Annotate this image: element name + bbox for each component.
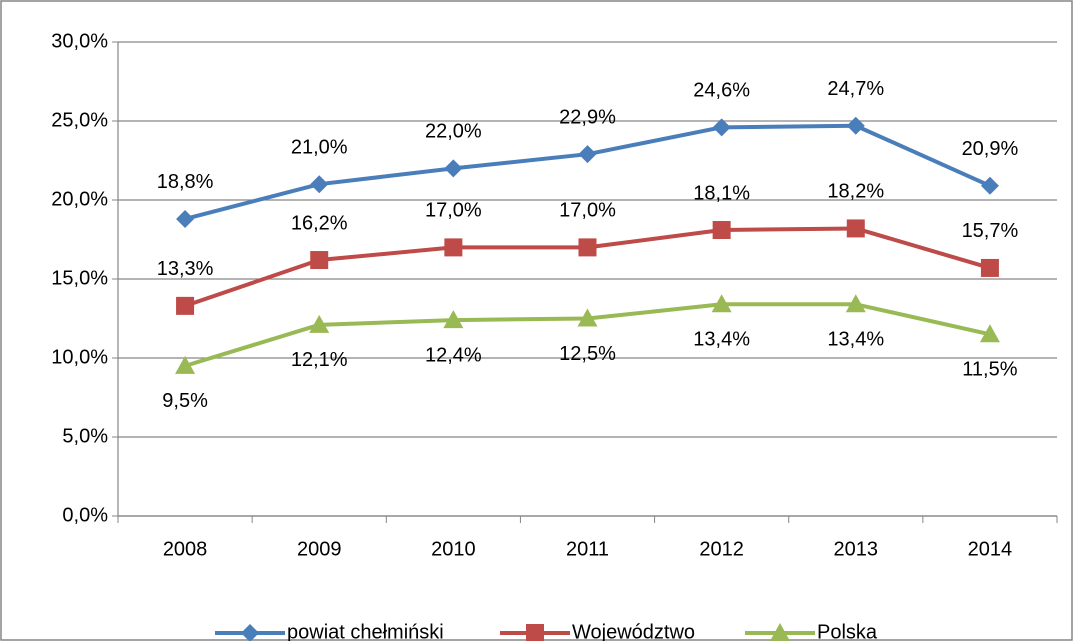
data-label: 11,5% bbox=[962, 359, 1017, 381]
data-label: 18,2% bbox=[827, 181, 884, 203]
legend-marker bbox=[241, 624, 259, 641]
marker bbox=[979, 324, 1000, 343]
data-label: 24,6% bbox=[693, 80, 750, 102]
y-tick-label: 20,0% bbox=[51, 188, 108, 210]
marker bbox=[444, 159, 463, 178]
data-label: 12,4% bbox=[425, 344, 482, 366]
legend-label: Województwo bbox=[572, 621, 695, 641]
x-tick-label: 2010 bbox=[431, 538, 476, 560]
marker bbox=[578, 145, 597, 164]
marker bbox=[712, 221, 731, 240]
data-label: 22,0% bbox=[425, 121, 482, 143]
marker bbox=[175, 355, 196, 374]
data-label: 18,8% bbox=[157, 171, 214, 193]
marker bbox=[444, 238, 463, 257]
x-tick-label: 2011 bbox=[566, 538, 609, 560]
y-tick-label: 0,0% bbox=[62, 504, 108, 526]
y-tick-label: 10,0% bbox=[51, 346, 108, 368]
marker bbox=[980, 176, 999, 195]
data-label: 12,5% bbox=[559, 343, 616, 365]
data-label: 9,5% bbox=[162, 390, 208, 412]
marker bbox=[310, 251, 329, 270]
data-label: 17,0% bbox=[425, 200, 482, 222]
y-tick-label: 30,0% bbox=[51, 30, 108, 52]
legend-label: Polska bbox=[817, 621, 878, 641]
data-label: 13,4% bbox=[827, 329, 884, 351]
data-label: 20,9% bbox=[962, 138, 1019, 160]
data-label: 24,7% bbox=[827, 78, 884, 100]
data-label: 21,0% bbox=[291, 136, 348, 158]
marker bbox=[980, 258, 999, 277]
marker bbox=[711, 294, 732, 313]
x-tick-label: 2009 bbox=[297, 538, 342, 560]
data-label: 22,9% bbox=[559, 106, 616, 128]
legend-marker bbox=[526, 624, 544, 641]
data-label: 15,7% bbox=[962, 220, 1019, 242]
marker bbox=[176, 296, 195, 315]
data-label: 18,1% bbox=[693, 182, 750, 204]
data-label: 12,1% bbox=[291, 349, 348, 371]
marker bbox=[310, 175, 329, 194]
y-tick-label: 25,0% bbox=[51, 109, 108, 131]
marker bbox=[846, 219, 865, 238]
marker bbox=[176, 209, 195, 228]
legend-label: powiat chełmiński bbox=[287, 621, 444, 641]
marker bbox=[712, 118, 731, 137]
marker bbox=[846, 116, 865, 135]
marker bbox=[578, 238, 597, 257]
data-label: 16,2% bbox=[291, 212, 348, 234]
data-label: 17,0% bbox=[559, 200, 616, 222]
data-label: 13,4% bbox=[693, 329, 750, 351]
y-tick-label: 15,0% bbox=[51, 267, 108, 289]
y-tick-label: 5,0% bbox=[62, 425, 108, 447]
marker bbox=[845, 294, 866, 313]
legend-marker bbox=[770, 623, 790, 641]
x-tick-label: 2014 bbox=[968, 538, 1013, 560]
x-tick-label: 2008 bbox=[163, 538, 208, 560]
marker bbox=[443, 310, 464, 329]
x-tick-label: 2012 bbox=[699, 538, 744, 560]
marker bbox=[309, 314, 330, 333]
marker bbox=[577, 308, 598, 327]
x-tick-label: 2013 bbox=[834, 538, 879, 560]
data-label: 13,3% bbox=[157, 258, 214, 280]
